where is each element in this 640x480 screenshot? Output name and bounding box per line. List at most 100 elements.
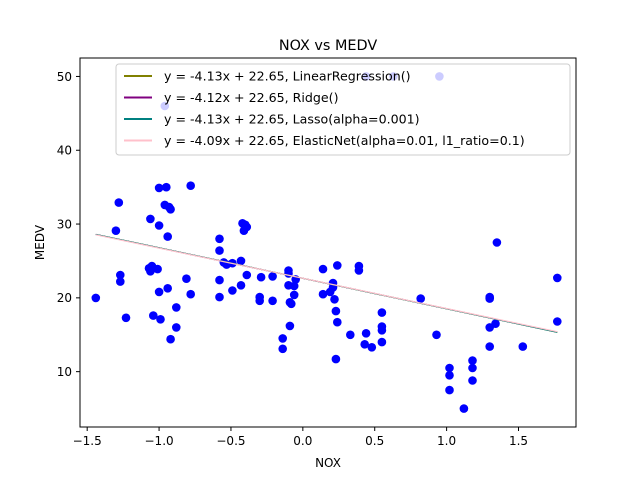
y-tick-label: 20 (57, 291, 72, 305)
data-point (156, 315, 165, 324)
data-point (215, 292, 224, 302)
x-tick-label: 0.0 (293, 434, 312, 448)
data-point (111, 226, 121, 235)
data-point (236, 256, 246, 266)
x-tick-label: −1.5 (73, 434, 102, 448)
data-point (331, 306, 341, 316)
data-point (163, 284, 172, 293)
data-point (162, 182, 171, 192)
data-point (154, 221, 164, 230)
x-tick-label: 1.0 (437, 434, 456, 448)
data-point (215, 275, 224, 285)
data-point (255, 292, 264, 302)
data-point (459, 404, 469, 413)
data-point (163, 232, 172, 241)
data-point (242, 222, 252, 232)
y-tick-label: 40 (57, 144, 72, 158)
data-point (318, 264, 328, 274)
data-point (416, 294, 426, 303)
data-point (330, 295, 339, 304)
x-tick-label: −1.0 (145, 434, 174, 448)
plot-frame (79, 57, 577, 428)
data-point (166, 334, 175, 344)
data-point (116, 277, 125, 286)
legend-label: y = -4.13x + 22.65, LinearRegression() (164, 69, 411, 84)
data-point (346, 330, 355, 340)
data-point (518, 342, 528, 351)
data-point (485, 342, 495, 351)
x-axis: −1.5 −1.0 −0.5 0.0 0.5 1.0 1.5 (73, 427, 528, 448)
data-point (333, 261, 342, 270)
data-point (492, 238, 502, 247)
data-point (491, 319, 500, 329)
data-point (268, 296, 277, 306)
legend-label: y = -4.13x + 22.65, Lasso(alpha=0.001) (164, 112, 420, 127)
data-point (553, 273, 562, 283)
data-point (182, 274, 191, 284)
data-points (91, 72, 562, 413)
x-tick-label: 1.5 (509, 434, 528, 448)
data-point (172, 323, 181, 332)
data-point (186, 289, 195, 299)
legend-box (115, 63, 571, 156)
data-point (289, 290, 299, 300)
data-point (377, 308, 387, 317)
data-point (333, 317, 342, 327)
data-point (285, 321, 295, 331)
data-point (485, 294, 495, 303)
data-point (377, 326, 387, 335)
data-point (256, 272, 266, 282)
data-point (91, 293, 101, 303)
data-point (116, 270, 125, 280)
data-point (146, 214, 155, 224)
data-point (166, 205, 175, 214)
data-point (149, 311, 158, 320)
data-point (354, 266, 364, 275)
data-point (468, 356, 477, 365)
data-point (228, 286, 237, 295)
data-point (153, 264, 162, 274)
data-point (242, 270, 252, 280)
x-tick-label: 0.5 (365, 434, 384, 448)
data-point (318, 289, 328, 299)
data-point (289, 281, 299, 291)
data-point (445, 363, 454, 373)
data-point (215, 234, 224, 244)
legend-label: y = -4.09x + 22.65, ElasticNet(alpha=0.0… (164, 133, 525, 148)
data-point (468, 363, 477, 373)
data-point (287, 299, 296, 309)
data-point (468, 376, 477, 385)
data-point (361, 329, 371, 338)
data-point (553, 317, 562, 326)
y-axis-label: MEDV (33, 224, 47, 260)
data-point (215, 246, 224, 255)
y-tick-label: 10 (57, 365, 72, 379)
data-point (377, 337, 387, 347)
data-point (154, 183, 164, 193)
regression-lines (95, 233, 558, 333)
y-axis: 10 20 30 40 50 (57, 70, 80, 379)
data-point (445, 385, 454, 395)
data-point (268, 272, 277, 281)
data-point (154, 287, 164, 297)
regression-line (95, 234, 558, 333)
x-axis-label: NOX (315, 456, 341, 470)
y-tick-label: 50 (57, 70, 72, 84)
data-point (331, 354, 341, 364)
legend: y = -4.13x + 22.65, LinearRegression() y … (115, 63, 571, 156)
data-point (367, 343, 377, 352)
data-point (121, 313, 131, 323)
data-point (278, 344, 288, 354)
legend-label: y = -4.12x + 22.65, Ridge() (164, 90, 338, 105)
data-point (432, 330, 441, 340)
data-point (186, 181, 195, 190)
data-point (236, 281, 246, 290)
x-tick-label: −0.5 (216, 434, 245, 448)
data-point (445, 371, 454, 380)
data-point (278, 334, 288, 343)
chart-title: NOX vs MEDV (279, 38, 378, 54)
y-tick-label: 30 (57, 217, 72, 231)
data-point (172, 303, 181, 312)
